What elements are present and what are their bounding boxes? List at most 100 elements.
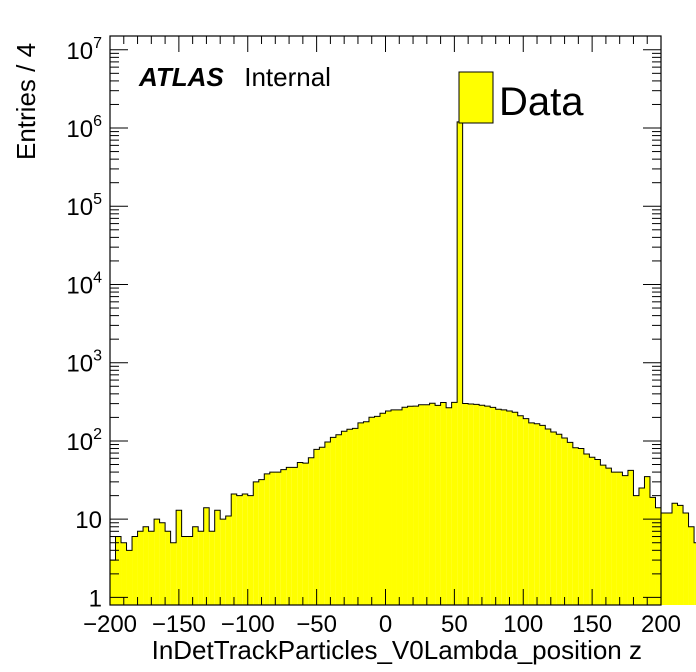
- histogram-bar: [137, 531, 144, 605]
- y-tick-label: 103: [66, 348, 102, 378]
- histogram-bar: [561, 438, 568, 605]
- histogram-bar: [346, 429, 353, 605]
- histogram-bar: [495, 409, 502, 605]
- histogram-bar: [148, 531, 155, 605]
- histogram-bar: [611, 472, 617, 605]
- histogram-bar: [440, 402, 447, 605]
- histogram-bar: [638, 488, 645, 605]
- histogram-bar: [468, 403, 474, 605]
- histogram-bar: [159, 522, 166, 605]
- x-tick-label: −150: [152, 611, 206, 638]
- histogram-bar: [192, 526, 199, 605]
- histogram-bar: [209, 531, 215, 605]
- histogram-bar: [413, 406, 419, 605]
- legend-swatch: [458, 71, 494, 124]
- histogram-bar: [600, 465, 606, 605]
- histogram-bar: [374, 416, 380, 605]
- y-tick-label: 107: [66, 35, 102, 65]
- histogram-bar: [324, 441, 331, 605]
- histogram-bar: [589, 457, 595, 605]
- histogram-bar: [418, 404, 425, 605]
- histogram-bar: [501, 409, 507, 605]
- histogram-bar: [341, 431, 347, 605]
- histogram-bar: [225, 515, 232, 605]
- histogram-bar: [429, 403, 436, 605]
- histogram-bar: [181, 536, 188, 605]
- histogram-bar: [115, 536, 122, 605]
- y-tick-label: 10: [75, 507, 102, 534]
- histogram-bar: [556, 434, 562, 605]
- histogram-bar: [203, 507, 210, 605]
- histogram-bar: [506, 411, 513, 605]
- histogram-bar: [242, 493, 248, 605]
- x-tick-label: −100: [221, 611, 275, 638]
- histogram-bar: [627, 470, 634, 605]
- histogram-bar: [247, 495, 254, 605]
- histogram-bar: [165, 531, 171, 605]
- histogram-bar: [605, 468, 612, 605]
- histogram-bar: [121, 542, 127, 605]
- histogram-bar: [583, 454, 590, 605]
- histogram-bar: [683, 512, 689, 605]
- histogram-bar: [534, 423, 540, 605]
- atlas-label: ATLAS Internal: [138, 62, 331, 92]
- y-tick-label: 104: [66, 269, 102, 299]
- histogram-bar: [187, 536, 193, 605]
- x-tick-label: 100: [503, 611, 543, 638]
- histogram-bar: [407, 406, 414, 605]
- histogram-bar: [385, 411, 392, 605]
- histogram-bar: [236, 495, 243, 605]
- histogram-bar: [462, 403, 469, 605]
- histogram-bar: [666, 512, 673, 605]
- x-axis-ticks: −200 −150 −100 −50 0 50 100 150 200: [83, 36, 681, 638]
- histogram-bar: [402, 407, 408, 605]
- histogram-bar: [330, 437, 336, 605]
- y-axis-ticks: 1 10 102 103 104 105 106 107: [66, 35, 661, 612]
- histogram-bar: [379, 413, 386, 605]
- histogram-bar: [396, 409, 403, 605]
- histogram-bar: [523, 418, 529, 605]
- histogram-bar: [391, 409, 397, 605]
- histogram-bar: [357, 422, 364, 605]
- x-tick-label: 200: [641, 611, 681, 638]
- histogram-bar: [126, 550, 133, 605]
- histogram-bar: [672, 503, 678, 605]
- histogram-bar: [435, 405, 441, 605]
- histogram-bar: [677, 505, 684, 605]
- histogram-bar: [473, 404, 480, 605]
- histogram-bar: [280, 469, 287, 605]
- atlas-label-bold: ATLAS: [138, 62, 224, 92]
- histogram-bar: [545, 429, 551, 605]
- atlas-label-internal: Internal: [244, 62, 331, 92]
- histogram-bar: [291, 467, 298, 605]
- histogram-bar: [253, 481, 259, 605]
- histogram-bar: [512, 412, 518, 605]
- histogram-bar: [154, 519, 160, 605]
- histogram-bars: [109, 121, 696, 606]
- histogram-bar: [578, 448, 584, 605]
- histogram-bar: [446, 407, 452, 605]
- histogram-bar: [269, 472, 276, 605]
- histogram-bar: [308, 457, 314, 605]
- histogram-bar: [302, 463, 309, 605]
- x-tick-label: −50: [296, 611, 337, 638]
- x-tick-label: 150: [572, 611, 612, 638]
- histogram-bar: [170, 542, 177, 605]
- x-tick-label: 0: [379, 611, 392, 638]
- histogram-bar: [622, 475, 628, 605]
- histogram-bar: [424, 404, 430, 605]
- histogram-bar: [490, 407, 496, 605]
- histogram-bar: [649, 497, 656, 605]
- histogram-bar: [198, 531, 204, 605]
- histogram-bar: [644, 476, 650, 605]
- histogram-bar: [220, 519, 226, 605]
- histogram-bar: [567, 442, 573, 605]
- histogram-bar: [484, 406, 491, 605]
- histogram-bar: [313, 449, 320, 605]
- histogram-bar: [539, 425, 546, 605]
- histogram-bar: [110, 560, 116, 605]
- y-tick-label: 102: [66, 426, 102, 456]
- histogram-bar: [264, 473, 270, 605]
- histogram-bar: [258, 479, 265, 605]
